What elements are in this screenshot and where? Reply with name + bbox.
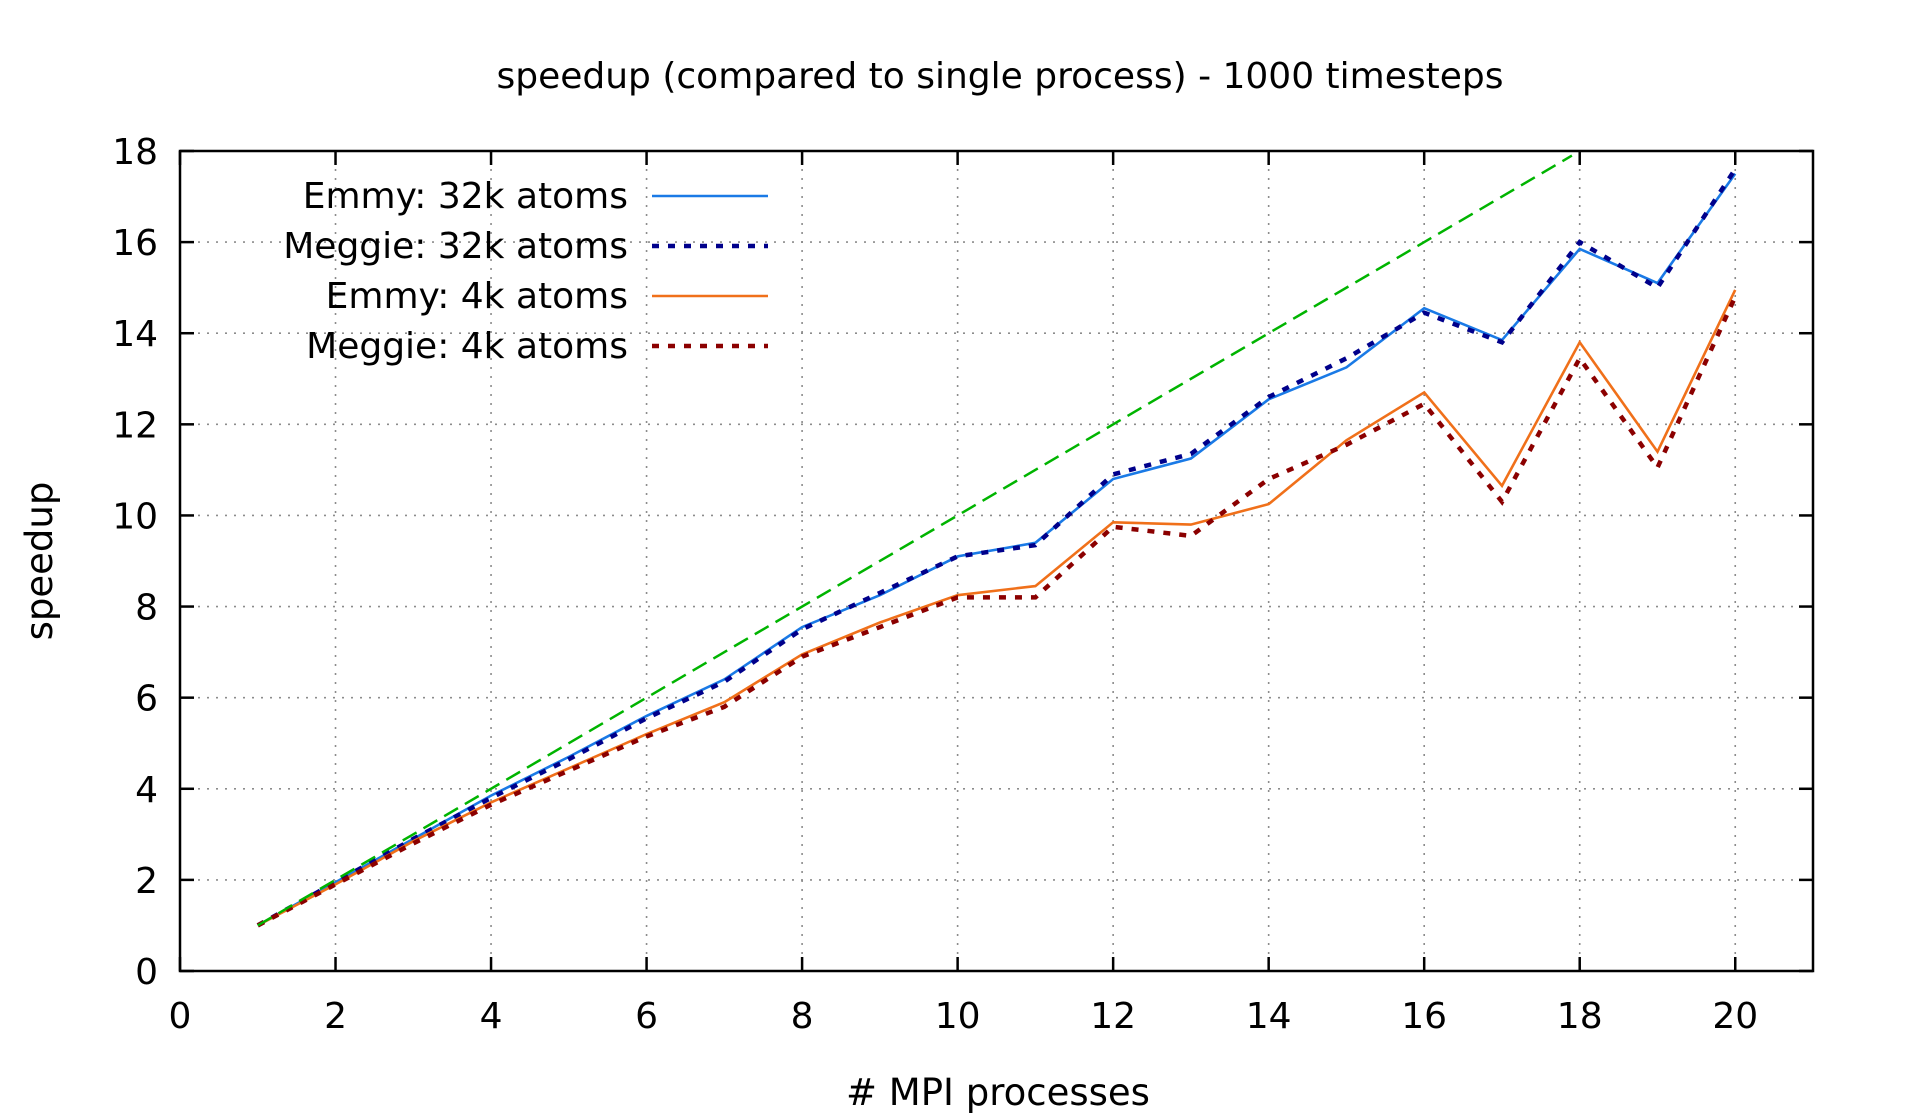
x-tick-label: 14 [1246, 996, 1292, 1037]
y-tick-label: 10 [112, 496, 158, 537]
legend-label-0: Emmy: 32k atoms [303, 176, 628, 217]
y-tick-label: 18 [112, 132, 158, 173]
grid [180, 151, 1813, 971]
legend-label-3: Meggie: 4k atoms [306, 326, 628, 367]
x-tick-label: 6 [635, 996, 658, 1037]
x-tick-label: 10 [935, 996, 981, 1037]
legend-label-2: Emmy: 4k atoms [326, 276, 628, 317]
series-lines [256, 154, 1738, 928]
series-line-2 [257, 289, 1737, 927]
x-tick-label: 12 [1090, 996, 1136, 1037]
x-tick-label: 4 [480, 996, 503, 1037]
series-line-4 [257, 154, 1573, 927]
y-axis-label: speedup [18, 482, 61, 641]
x-tick-label: 2 [324, 996, 347, 1037]
x-axis-label: # MPI processes [846, 1071, 1150, 1114]
y-tick-label: 12 [112, 405, 158, 446]
x-tick-label: 18 [1557, 996, 1603, 1037]
x-tick-label: 20 [1712, 996, 1758, 1037]
y-tick-label: 16 [112, 223, 158, 264]
y-tick-label: 4 [135, 770, 158, 811]
legend: Emmy: 32k atoms Meggie: 32k atoms Emmy: 4k… [283, 176, 768, 367]
y-tick-label: 14 [112, 314, 158, 355]
chart-title: speedup (compared to single process) - 1… [496, 56, 1503, 97]
series-line-0 [257, 173, 1737, 927]
y-tick-label: 8 [135, 588, 158, 629]
series-line-3 [256, 295, 1738, 928]
y-tick-label: 0 [135, 952, 158, 993]
series-line-1 [256, 167, 1738, 928]
y-tick-label: 2 [135, 861, 158, 902]
x-tick-label: 8 [791, 996, 814, 1037]
y-tick-label: 6 [135, 679, 158, 720]
x-tick-label: 16 [1401, 996, 1447, 1037]
plot-frame [178, 149, 1815, 973]
axis-ticks: 0 2 4 6 8 10 12 14 16 18 20 0 2 4 6 8 10 12 14 16 18 [112, 132, 1813, 1037]
x-tick-label: 0 [169, 996, 192, 1037]
legend-label-1: Meggie: 32k atoms [283, 226, 628, 267]
